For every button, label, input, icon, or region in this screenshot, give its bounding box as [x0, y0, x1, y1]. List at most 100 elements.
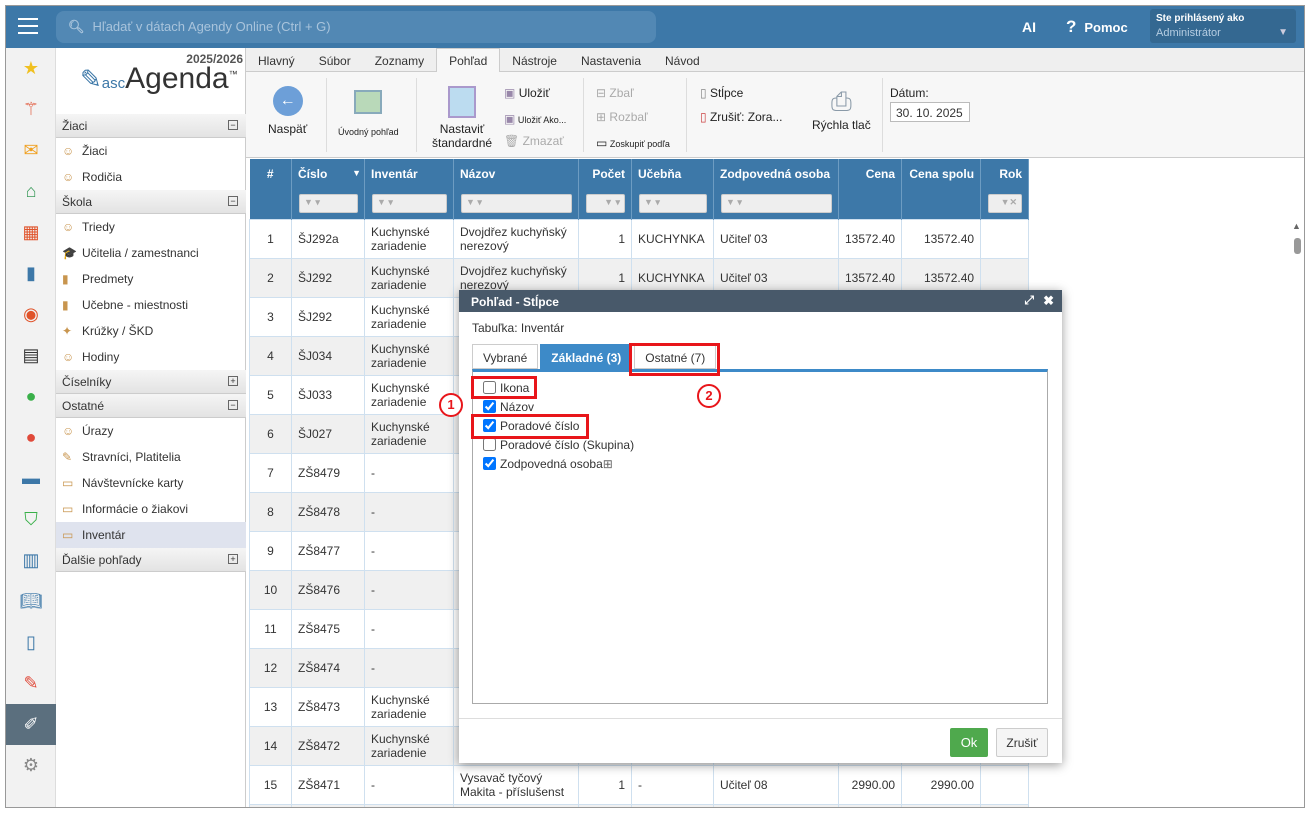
timetable-icon[interactable]: ▦ [22, 222, 40, 242]
sidebar-item[interactable]: ✎ Stravníci, Platitelia [56, 444, 246, 470]
collapse-icon[interactable]: − [228, 196, 238, 206]
column-checkbox[interactable] [483, 400, 496, 413]
sidebar-section-4[interactable]: Ďalšie pohľady + [56, 548, 246, 572]
sidebar-section-3[interactable]: Ostatné − [56, 394, 246, 418]
table-row[interactable]: Vysavač tyčový [249, 803, 1030, 807]
column-header[interactable]: Cena [838, 159, 903, 219]
column-option[interactable]: Zodpovedná osoba ⊞ [483, 454, 1037, 473]
sidebar-item[interactable]: ▮ Učebne - miestnosti [56, 292, 246, 318]
delete-button[interactable]: 🗑︎ Zmazať [504, 134, 564, 148]
grade-icon[interactable]: ● [25, 427, 37, 447]
column-option[interactable]: Poradové číslo [483, 416, 1037, 435]
document-icon[interactable]: ▯ [26, 632, 36, 652]
dialog-tab[interactable]: Vybrané [472, 344, 539, 369]
column-filter[interactable]: ▼ ▾ [639, 194, 707, 213]
mail-icon[interactable]: ✉ [23, 140, 39, 160]
column-checkbox[interactable] [483, 381, 496, 394]
gear-icon[interactable]: ⚙ [22, 755, 40, 775]
columns-button[interactable]: ▯ Stĺpce [700, 86, 743, 100]
sidebar-item[interactable]: ▭ Inventár [56, 522, 246, 548]
chart-icon[interactable]: ▥ [22, 550, 40, 570]
column-filter[interactable]: ▼ ▾ [372, 194, 447, 213]
person-icon[interactable]: ◉ [23, 304, 39, 324]
cancel-sort-button[interactable]: ▯ Zrušiť: Zora... [700, 110, 782, 124]
ribbon-tab[interactable]: Nastavenia [580, 54, 642, 68]
sidebar-item[interactable]: 🎓 Učitelia / zamestnanci [56, 240, 246, 266]
date-input[interactable]: 30. 10. 2025 [890, 102, 970, 122]
column-header[interactable]: Zodpovedná osoba ▼ ▾ [713, 159, 839, 219]
quick-print-button[interactable]: ⎙ Rýchla tlač [812, 86, 871, 132]
pencil-icon[interactable]: ✐ [6, 704, 56, 745]
column-filter[interactable]: ▼ ▾ [586, 194, 625, 213]
help-button[interactable]: ? Pomoc [1066, 17, 1128, 37]
column-header[interactable]: Rok ▼✕ [980, 159, 1030, 219]
sidebar-item[interactable]: ▮ Predmety [56, 266, 246, 292]
home-view-button[interactable]: Úvodný pohľad [338, 90, 399, 138]
column-option[interactable]: Ikona [483, 378, 1037, 397]
expand-icon[interactable]: + [228, 376, 238, 386]
ribbon-tab[interactable]: Pohľad [436, 48, 501, 72]
search-input[interactable]: 🔍︎ Hľadať v dátach Agendy Online (Ctrl + … [56, 11, 656, 43]
column-header[interactable]: Cena spolu [901, 159, 982, 219]
sidebar-item[interactable]: ▭ Informácie o žiakovi [56, 496, 246, 522]
magic-wand-icon[interactable]: ⚚ [22, 99, 40, 119]
sidebar-item[interactable]: ☺ Úrazy [56, 418, 246, 444]
ai-button[interactable]: AI [1022, 19, 1036, 35]
expand-icon[interactable]: + [228, 554, 238, 564]
table-row[interactable]: 1 ŠJ292a Kuchynské zariadenie Dvojdřez kuch… [249, 218, 1030, 259]
column-checkbox[interactable] [483, 457, 496, 470]
sidebar-item[interactable]: ☺ Hodiny [56, 344, 246, 370]
save-button[interactable]: ▣ Uložiť [504, 86, 550, 100]
column-header[interactable]: Inventár ▼ ▾ [364, 159, 454, 219]
set-default-button[interactable]: Nastaviť štandardné [432, 86, 492, 150]
column-checkbox[interactable] [483, 438, 496, 451]
collapse-icon[interactable]: − [228, 400, 238, 410]
dialog-tab[interactable]: Základné (3) [540, 344, 633, 369]
ribbon-tab[interactable]: Súbor [318, 54, 351, 68]
group-by-button[interactable]: ▭ Zoskupiť podľa [596, 136, 670, 150]
column-option[interactable]: Poradové číslo (Skupina) [483, 435, 1037, 454]
column-header[interactable]: Počet ▼ ▾ [578, 159, 632, 219]
column-header[interactable]: Názov ▼ ▾ [453, 159, 579, 219]
scrollbar[interactable]: ▲ [1292, 221, 1302, 807]
cancel-button[interactable]: Zrušiť [996, 728, 1048, 757]
sidebar-item[interactable]: ☺ Žiaci [56, 138, 246, 164]
calendar-icon[interactable]: ▤ [22, 345, 40, 365]
chat-icon[interactable]: ✎ [23, 673, 39, 693]
expand-button[interactable]: ⊞ Rozbaľ [596, 110, 648, 124]
sidebar-item[interactable]: ☺ Triedy [56, 214, 246, 240]
column-checkbox[interactable] [483, 419, 496, 432]
check-icon[interactable]: ● [25, 386, 37, 406]
column-header[interactable]: Učebňa ▼ ▾ [631, 159, 714, 219]
briefcase-icon[interactable]: ▬ [22, 468, 40, 488]
shield-icon[interactable]: ⛉ [24, 509, 38, 529]
save-as-button[interactable]: ▣ Uložiť Ako... [504, 112, 566, 126]
sidebar-section-0[interactable]: Žiaci − [56, 114, 246, 138]
sidebar-section-1[interactable]: Škola − [56, 190, 246, 214]
ribbon-tab[interactable]: Návod [665, 54, 700, 68]
column-header[interactable]: # [249, 159, 292, 219]
column-filter[interactable]: ▼ ▾ [461, 194, 572, 213]
home-icon[interactable]: ⌂ [25, 181, 37, 201]
user-menu[interactable]: Ste prihlásený ako Administrátor ▼ [1150, 9, 1296, 43]
collapse-icon[interactable]: − [228, 120, 238, 130]
column-filter[interactable]: ▼ ▾ [721, 194, 832, 213]
column-option[interactable]: Názov [483, 397, 1037, 416]
maximize-icon[interactable]: ⤢ [1024, 293, 1034, 307]
column-filter[interactable]: ▼ ▾ [299, 194, 358, 213]
close-icon[interactable]: ✖ [1043, 293, 1054, 308]
book-icon[interactable]: ▮ [26, 263, 36, 283]
open-book-icon[interactable]: 📖︎ [19, 591, 43, 611]
table-row[interactable]: 15 ZŠ8471- Vysavač tyčový Makita - přísluš… [249, 764, 1030, 805]
ribbon-tab[interactable]: Nástroje [512, 54, 557, 68]
back-button[interactable]: ← Naspäť [268, 86, 307, 136]
ok-button[interactable]: Ok [950, 728, 988, 757]
sidebar-section-2[interactable]: Číselníky + [56, 370, 246, 394]
sidebar-item[interactable]: ▭ Návštevnícke karty [56, 470, 246, 496]
expand-icon[interactable]: ⊞ [602, 456, 613, 471]
menu-icon[interactable] [18, 18, 38, 34]
star-icon[interactable]: ★ [22, 58, 40, 78]
column-header[interactable]: Číslo ▼ ▾ ▼ [291, 159, 365, 219]
column-filter[interactable]: ▼✕ [988, 194, 1023, 213]
collapse-button[interactable]: ⊟ Zbaľ [596, 86, 634, 100]
